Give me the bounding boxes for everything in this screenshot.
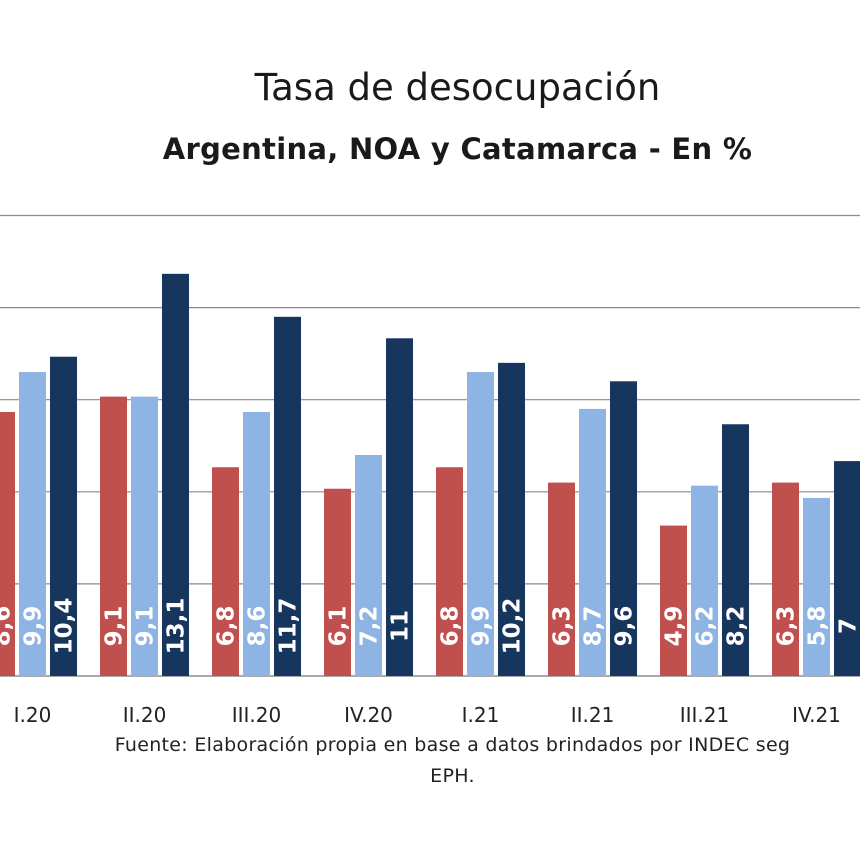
data-label: 8,2 [724,606,750,647]
x-tick-label: I.20 [14,703,52,727]
bar-noa-i21 [467,372,494,676]
data-label: 6,3 [550,606,576,647]
bar-noa-i20 [19,372,46,676]
data-label: 10,4 [52,598,78,655]
bar-catamarca-iv20 [386,338,413,676]
bar-catamarca-ii21 [610,381,637,676]
x-tick-label: III.21 [680,703,730,727]
data-label: 8,7 [581,606,607,647]
x-tick-label: III.20 [232,703,282,727]
bar-argentina-iv20 [324,488,351,676]
data-label: 8,6 [245,606,271,647]
data-label: 6,8 [438,606,464,647]
bar-argentina-iii20 [212,467,239,676]
data-label: 9,1 [133,606,159,647]
data-label: 11 [388,610,414,642]
bar-argentina-iv21 [772,482,799,676]
bar-noa-iv21 [803,497,830,676]
data-label: 9,9 [21,606,47,647]
chart-subtitle: Argentina, NOA y Catamarca - En % [162,132,753,166]
bar-catamarca-ii20 [162,273,189,676]
source-note: Fuente: Elaboración propia en base a dat… [114,734,791,756]
data-label: 6,8 [214,606,240,647]
bar-noa-iv20 [355,454,382,676]
bar-noa-iii20 [243,411,270,676]
chart-title: Tasa de desocupación [254,66,661,109]
data-label: 7,2 [357,606,383,647]
data-label: 10,2 [500,598,526,655]
x-tick-label: II.21 [571,703,615,727]
bar-catamarca-i20 [50,356,77,676]
data-label: 9,6 [612,606,638,647]
data-label: 13,1 [164,598,190,655]
data-label: 11,7 [276,598,302,655]
data-label: 9,9 [469,606,495,647]
bar-noa-ii20 [131,396,158,676]
data-label: 7 [836,618,860,634]
bar-argentina-i21 [436,467,463,676]
data-label: 4,9 [662,606,688,647]
bar-argentina-ii20 [100,396,127,676]
bar-catamarca-iii21 [722,424,749,676]
data-label: 8,6 [0,606,16,647]
x-tick-label: IV.20 [344,703,393,727]
bar-catamarca-iii20 [274,316,301,676]
data-label: 9,1 [102,606,128,647]
source-note-continued: EPH. [430,765,475,787]
data-label: 6,3 [774,606,800,647]
bar-catamarca-iv21 [834,461,860,676]
bar-argentina-iii21 [660,525,687,676]
x-tick-label: IV.21 [792,703,841,727]
bar-argentina-ii21 [548,482,575,676]
data-label: 6,1 [326,606,352,647]
x-tick-label: I.21 [462,703,500,727]
bar-noa-ii21 [579,408,606,676]
bar-catamarca-i21 [498,362,525,676]
bar-argentina-i20 [0,411,15,676]
data-label: 6,2 [693,606,719,647]
x-tick-label: II.20 [123,703,167,727]
data-label: 5,8 [805,606,831,647]
bar-noa-iii21 [691,485,718,676]
